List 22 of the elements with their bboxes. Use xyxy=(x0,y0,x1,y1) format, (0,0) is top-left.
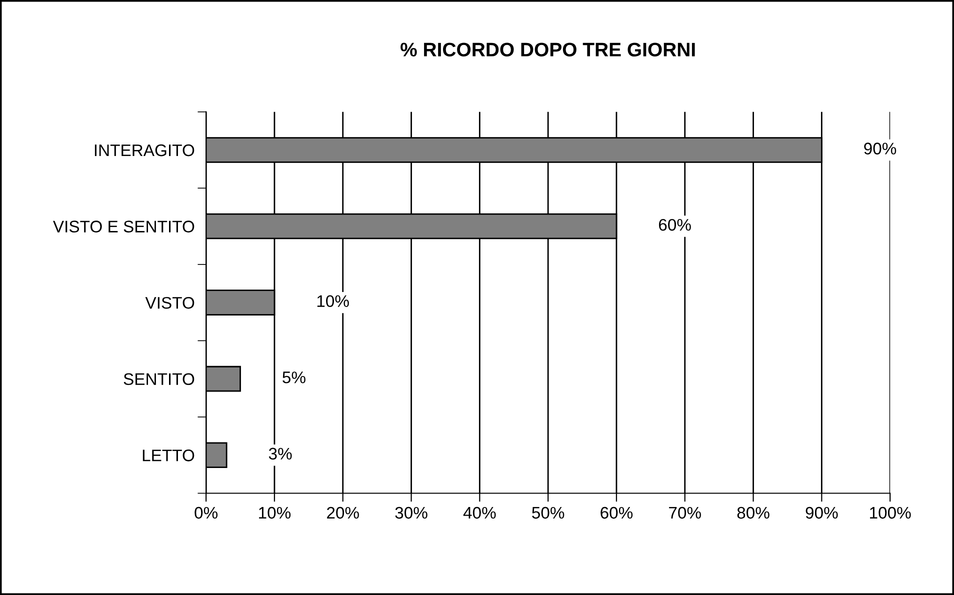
y-tick-label: VISTO xyxy=(145,296,194,309)
x-tick-label: 10% xyxy=(259,506,291,519)
x-tick-label: 30% xyxy=(395,506,428,519)
x-tick-label: 60% xyxy=(600,506,633,519)
data-label: 5% xyxy=(282,372,306,384)
x-tick-label: 40% xyxy=(463,506,496,519)
y-tick-label: SENTITO xyxy=(124,373,194,386)
y-tick-label: VISTO E SENTITO xyxy=(53,220,194,232)
x-tick-label: 100% xyxy=(870,506,911,519)
y-tick-label: INTERAGITO xyxy=(94,144,194,156)
x-tick-label: 90% xyxy=(806,506,838,519)
x-tick-label: 50% xyxy=(532,506,564,519)
data-label: 90% xyxy=(864,142,896,154)
x-tick-label: 20% xyxy=(327,506,359,519)
x-tick-label: 0% xyxy=(194,506,218,519)
data-label: 10% xyxy=(317,295,349,308)
data-label: 3% xyxy=(268,448,292,460)
chart-title: % RICORDO DOPO TRE GIORNI xyxy=(400,42,695,56)
x-tick-label: 80% xyxy=(737,506,770,519)
data-label: 60% xyxy=(658,218,691,231)
x-tick-label: 70% xyxy=(669,506,701,519)
y-tick-label: LETTO xyxy=(142,450,194,462)
